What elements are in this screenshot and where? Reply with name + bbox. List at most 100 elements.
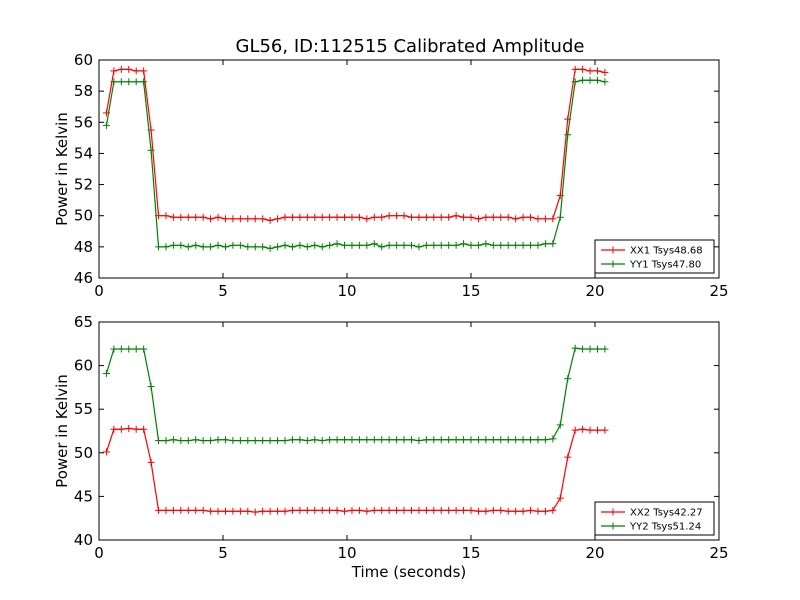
data-point xyxy=(534,436,542,444)
data-point xyxy=(430,241,438,249)
data-point xyxy=(140,425,148,433)
data-point xyxy=(341,507,349,515)
data-point xyxy=(125,78,133,86)
data-point xyxy=(326,213,334,221)
data-point xyxy=(497,213,505,221)
data-point xyxy=(527,506,535,514)
series-yy1 xyxy=(102,76,609,252)
chart-title: GL56, ID:112515 Calibrated Amplitude xyxy=(236,36,585,57)
data-point xyxy=(378,213,386,221)
data-point xyxy=(474,507,482,515)
data-point xyxy=(162,212,170,220)
data-point xyxy=(214,213,222,221)
x-tick-label: 20 xyxy=(585,282,604,300)
data-point xyxy=(445,213,453,221)
data-point xyxy=(207,215,215,223)
data-point xyxy=(549,240,557,248)
data-point xyxy=(117,345,125,353)
data-point xyxy=(199,213,207,221)
data-point xyxy=(363,507,371,515)
legend-label: YY2 Tsys51.24 xyxy=(629,522,701,533)
data-point xyxy=(549,215,557,223)
data-point xyxy=(586,345,594,353)
data-point xyxy=(333,436,341,444)
data-point xyxy=(288,506,296,514)
data-point xyxy=(155,506,163,514)
data-point xyxy=(259,243,267,251)
legend: XX2 Tsys42.27 YY2 Tsys51.24 xyxy=(594,501,715,536)
data-point xyxy=(303,213,311,221)
data-point xyxy=(422,241,430,249)
data-point xyxy=(579,76,587,84)
legend-entry: XX1 Tsys48.68 xyxy=(601,246,703,257)
data-point xyxy=(303,243,311,251)
data-point xyxy=(147,383,155,391)
data-point xyxy=(363,241,371,249)
data-point xyxy=(192,506,200,514)
data-point xyxy=(132,67,140,75)
data-point xyxy=(504,213,512,221)
data-point xyxy=(326,241,334,249)
data-point xyxy=(474,436,482,444)
data-point xyxy=(214,507,222,515)
data-point xyxy=(541,215,549,223)
data-point xyxy=(393,241,401,249)
data-point xyxy=(274,507,282,515)
data-point xyxy=(393,212,401,220)
data-point xyxy=(274,437,282,445)
data-point xyxy=(140,67,148,75)
data-point xyxy=(132,425,140,433)
legend-entry: YY2 Tsys51.24 xyxy=(601,522,701,533)
data-point xyxy=(407,213,415,221)
data-point xyxy=(601,345,609,353)
data-point xyxy=(534,215,542,223)
data-point xyxy=(400,212,408,220)
top-panel: 0 5 10 15 20 25 46 48 50 52 54 56 58 60 Power in Kelvi… xyxy=(53,51,729,300)
data-point xyxy=(177,506,185,514)
data-point xyxy=(303,506,311,514)
data-point xyxy=(318,437,326,445)
data-point xyxy=(527,213,535,221)
data-point xyxy=(415,213,423,221)
data-point xyxy=(445,506,453,514)
data-point xyxy=(415,437,423,445)
data-point xyxy=(452,436,460,444)
data-point xyxy=(512,241,520,249)
data-point xyxy=(355,213,363,221)
data-point xyxy=(534,241,542,249)
data-point xyxy=(303,437,311,445)
data-point xyxy=(430,213,438,221)
data-point xyxy=(169,506,177,514)
data-point xyxy=(355,506,363,514)
data-point xyxy=(169,436,177,444)
legend-entry: XX2 Tsys42.27 xyxy=(601,508,703,519)
data-point xyxy=(556,421,564,429)
data-point xyxy=(601,68,609,76)
data-point xyxy=(601,426,609,434)
x-tick-label: 5 xyxy=(218,544,228,562)
data-point xyxy=(370,240,378,248)
data-point xyxy=(259,507,267,515)
data-point xyxy=(497,436,505,444)
data-point xyxy=(474,241,482,249)
bottom-panel: 0 5 10 15 20 25 40 45 50 55 60 65 Power in Kelvin Tim… xyxy=(53,313,729,581)
y-tick-label: 55 xyxy=(74,400,93,418)
data-point xyxy=(422,213,430,221)
x-tick-label: 10 xyxy=(337,282,356,300)
data-point xyxy=(460,436,468,444)
data-point xyxy=(378,243,386,251)
y-tick-label: 50 xyxy=(74,444,93,462)
data-point xyxy=(579,345,587,353)
data-point xyxy=(229,241,237,249)
data-point xyxy=(437,506,445,514)
y-tick-label: 40 xyxy=(74,531,93,549)
data-point xyxy=(593,345,601,353)
data-point xyxy=(460,240,468,248)
data-point xyxy=(229,437,237,445)
data-point xyxy=(407,241,415,249)
data-point xyxy=(266,507,274,515)
data-point xyxy=(281,213,289,221)
data-point xyxy=(556,213,564,221)
data-point xyxy=(311,436,319,444)
data-point xyxy=(586,426,594,434)
